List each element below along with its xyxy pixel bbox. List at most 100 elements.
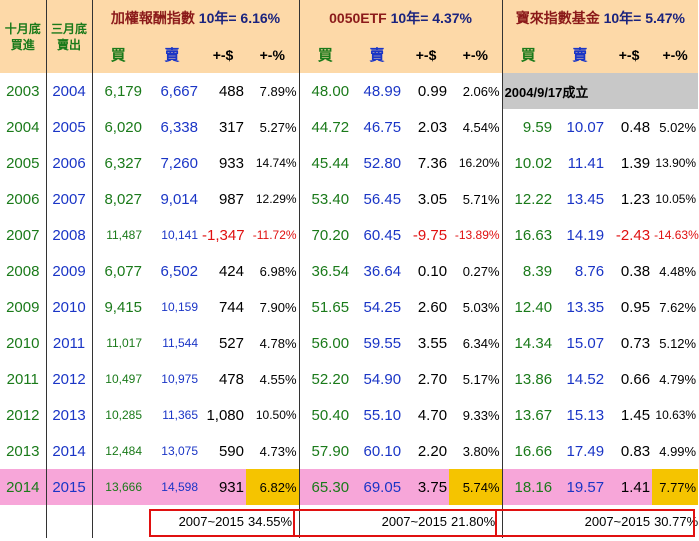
col-pct-header: +-% [652, 36, 699, 73]
sell-value: 8.76 [574, 262, 605, 280]
diff-value: 0.95 [620, 298, 651, 316]
sell-value: 6,667 [160, 82, 198, 100]
sell-year: 2010 [45, 289, 92, 325]
pct-value: -14.63% [654, 228, 699, 242]
sell-value: 10.07 [566, 118, 605, 136]
diff-value: 931 [200, 469, 246, 505]
pct-value: 14.74% [255, 156, 297, 170]
pct-value: 6.34% [462, 335, 500, 351]
diff-value: 7.36 [417, 154, 448, 172]
diff-value: 590 [218, 442, 244, 460]
buy-value: 8.39 [501, 253, 555, 289]
totals-red-divider [293, 509, 295, 537]
table-row: 2010 2011 11,017 11,544 527 4.78% 56.00 59.55 3.… [0, 325, 698, 361]
pct-value: 6.98% [259, 263, 297, 279]
sell-value: 15.13 [566, 406, 605, 424]
col-diff-header: +-$ [606, 36, 653, 73]
diff-value: 0.10 [417, 262, 448, 280]
col-buy-header: 買 [298, 36, 352, 73]
pct-value: 9.33% [462, 407, 500, 423]
total-period-label: 2007~2015 [501, 505, 653, 538]
sell-value: 19.57 [554, 469, 607, 505]
sell-year: 2004 [45, 73, 92, 109]
diff-value: 0.38 [620, 262, 651, 280]
pct-value: 0.27% [462, 263, 500, 279]
buy-value: 45.44 [298, 145, 352, 181]
pct-value: 4.99% [659, 443, 697, 459]
header-row-columns: 買賣 +-$ +-% 買賣 +-$ +-% 買賣 +-$ +-% [0, 36, 699, 73]
sell-value: 59.55 [363, 334, 402, 352]
diff-value: 3.75 [403, 469, 450, 505]
diff-value: 488 [218, 82, 244, 100]
buy-value: 65.30 [298, 469, 352, 505]
sell-value: 48.99 [363, 82, 402, 100]
pct-value: 12.29% [255, 192, 297, 206]
sell-value: 46.75 [363, 118, 402, 136]
sell-value: 10,159 [161, 300, 198, 314]
sell-value: 9,014 [160, 190, 198, 208]
diff-value: -9.75 [412, 226, 448, 244]
buy-value: 6,020 [91, 109, 144, 145]
buy-value: 12.22 [501, 181, 555, 217]
diff-value: 527 [218, 334, 244, 352]
total-return-value: 21.80% [451, 514, 496, 529]
diff-value: 4.70 [417, 406, 448, 424]
diff-value: 1.23 [620, 190, 651, 208]
buy-value: 56.00 [298, 325, 352, 361]
group-ten-year-return: 10年= 5.47% [603, 10, 685, 26]
pct-value: 13.90% [655, 156, 697, 170]
buy-value: 50.40 [298, 397, 352, 433]
sell-value: 6,502 [160, 262, 198, 280]
buy-value: 36.54 [298, 253, 352, 289]
buy-value: 6,179 [91, 73, 144, 109]
sell-value: 36.64 [363, 262, 402, 280]
pct-value: 4.73% [259, 443, 297, 459]
buy-value: 16.63 [501, 217, 555, 253]
buy-value: 51.65 [298, 289, 352, 325]
totals-row: 2007~2015 34.55% 2007~2015 21.80% 2007~2015 3… [0, 505, 698, 538]
buy-value: 13.67 [501, 397, 555, 433]
buy-value: 6,327 [91, 145, 144, 181]
buy-year: 2009 [6, 298, 40, 316]
diff-value: 933 [218, 154, 244, 172]
buy-year: 2008 [6, 262, 40, 280]
table-row: 2014 2015 13,666 14,598 931 6.82% 65.30 69.05 3.… [0, 469, 699, 505]
sell-value: 60.10 [363, 442, 402, 460]
buy-value: 6,077 [91, 253, 144, 289]
buy-label: 買進 [10, 37, 35, 52]
diff-value: 2.70 [417, 370, 448, 388]
buy-value: 10,285 [91, 397, 144, 433]
pct-value: 10.05% [655, 192, 697, 206]
col-sell-header: 賣 [554, 36, 607, 73]
group-header: 0050ETF 10年= 4.37% [298, 0, 503, 36]
pct-value: 7.90% [259, 299, 297, 315]
buy-year: 2012 [6, 406, 40, 424]
diff-value: 424 [218, 262, 244, 280]
pct-value: 4.79% [659, 371, 697, 387]
totals-blank [0, 505, 46, 538]
buy-year: 2010 [6, 334, 40, 352]
buy-value: 57.90 [298, 433, 352, 469]
buy-year-header: 十月底 買進 [0, 0, 46, 73]
buy-year: 2011 [6, 370, 39, 388]
sell-year: 2009 [45, 253, 92, 289]
sell-value: 10,975 [161, 372, 198, 386]
group-name: 加權報酬指數 [110, 10, 195, 26]
buy-year: 2014 [0, 469, 46, 505]
pct-value: 5.71% [462, 191, 500, 207]
table-row: 2003 2004 6,179 6,667 488 7.89% 48.00 48.99 0.99… [0, 73, 699, 109]
diff-value: 3.55 [417, 334, 448, 352]
buy-month-label: 十月底 [4, 21, 41, 36]
table-row: 2009 2010 9,415 10,159 744 7.90% 51.65 54.25 2.6… [0, 289, 698, 325]
sell-value: 14.19 [566, 226, 605, 244]
col-diff-header: +-$ [200, 36, 246, 73]
diff-value: 987 [218, 190, 244, 208]
buy-value: 9,415 [91, 289, 144, 325]
total-period-label: 2007~2015 [298, 505, 450, 538]
buy-year: 2013 [6, 442, 40, 460]
pct-value: 5.17% [462, 371, 500, 387]
sell-value: 13,075 [161, 444, 198, 458]
diff-value: 1.39 [620, 154, 651, 172]
